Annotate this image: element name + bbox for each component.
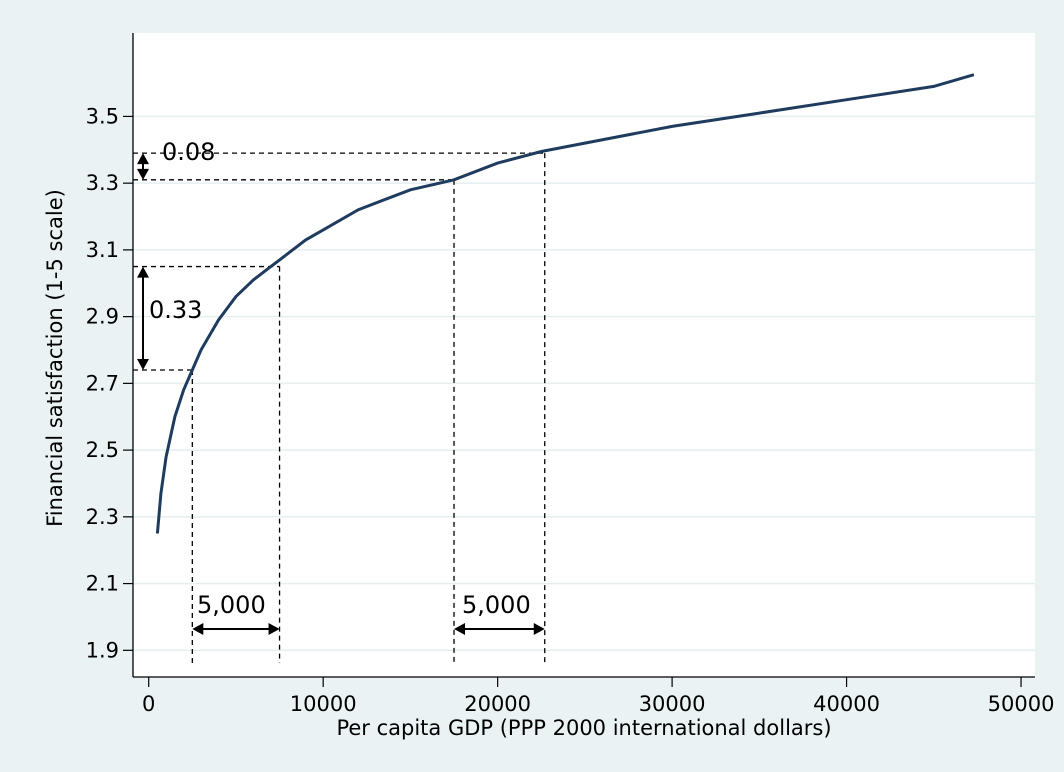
arrow-head	[192, 623, 204, 635]
arrow-head	[533, 623, 545, 635]
x-tick-label: 50000	[988, 692, 1055, 716]
arrow-head	[137, 266, 149, 278]
annotation-delta-y-high: 0.08	[162, 138, 215, 166]
arrow-head	[137, 153, 149, 165]
y-axis-title: Financial satisfaction (1-5 scale)	[43, 189, 67, 527]
arrow-head	[268, 623, 280, 635]
guide-lines	[133, 152, 546, 663]
annotation-arrows	[137, 153, 545, 635]
y-tick-label: 2.1	[86, 572, 119, 596]
y-tick-label: 2.3	[86, 505, 119, 529]
arrow-head	[137, 359, 149, 371]
x-tick-label: 40000	[813, 692, 880, 716]
y-tick-label: 2.7	[86, 371, 119, 395]
x-tick-label: 10000	[290, 692, 357, 716]
y-tick-label: 2.5	[86, 438, 119, 462]
y-tick-label: 3.3	[86, 171, 119, 195]
y-tick-label: 3.5	[86, 104, 119, 128]
x-tick-label: 30000	[639, 692, 706, 716]
y-tick-label: 2.9	[86, 305, 119, 329]
plot-area	[133, 33, 1035, 677]
tick-labels: 1.9 2.1 2.3 2.5 2.7 2.9 3.1 3.3 3.5 0 10000 20000 30…	[86, 104, 1055, 716]
x-tick-label: 0	[142, 692, 155, 716]
y-tick-label: 1.9	[86, 638, 119, 662]
x-tick-label: 20000	[464, 692, 531, 716]
annotation-delta-x-high: 5,000	[462, 591, 531, 619]
grid-lines	[133, 115, 1035, 652]
series-line	[155, 73, 975, 534]
y-tick-label: 3.1	[86, 238, 119, 262]
annotation-delta-x-low: 5,000	[197, 591, 266, 619]
x-axis-title: Per capita GDP (PPP 2000 international d…	[336, 716, 831, 740]
annotation-delta-y-low: 0.33	[149, 296, 202, 324]
arrow-head	[454, 623, 466, 635]
axes	[123, 33, 1035, 687]
arrow-head	[137, 168, 149, 180]
